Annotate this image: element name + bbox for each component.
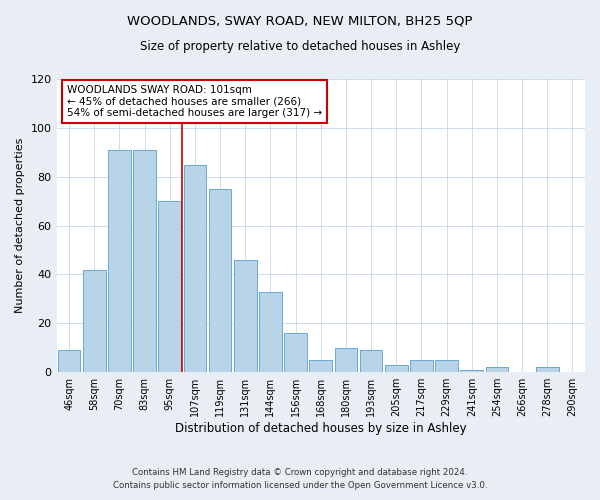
Bar bbox=[108, 150, 131, 372]
Text: Contains HM Land Registry data © Crown copyright and database right 2024.: Contains HM Land Registry data © Crown c… bbox=[132, 468, 468, 477]
Bar bbox=[360, 350, 382, 372]
Bar bbox=[310, 360, 332, 372]
Y-axis label: Number of detached properties: Number of detached properties bbox=[15, 138, 25, 314]
Bar bbox=[485, 368, 508, 372]
Text: WOODLANDS SWAY ROAD: 101sqm
← 45% of detached houses are smaller (266)
54% of se: WOODLANDS SWAY ROAD: 101sqm ← 45% of det… bbox=[67, 85, 322, 118]
Bar bbox=[184, 164, 206, 372]
X-axis label: Distribution of detached houses by size in Ashley: Distribution of detached houses by size … bbox=[175, 422, 467, 435]
Bar bbox=[58, 350, 80, 372]
Bar bbox=[284, 333, 307, 372]
Bar bbox=[158, 201, 181, 372]
Bar bbox=[234, 260, 257, 372]
Bar bbox=[83, 270, 106, 372]
Bar bbox=[133, 150, 156, 372]
Bar bbox=[410, 360, 433, 372]
Bar bbox=[536, 368, 559, 372]
Bar bbox=[385, 365, 407, 372]
Text: WOODLANDS, SWAY ROAD, NEW MILTON, BH25 5QP: WOODLANDS, SWAY ROAD, NEW MILTON, BH25 5… bbox=[127, 15, 473, 28]
Bar bbox=[209, 189, 232, 372]
Text: Size of property relative to detached houses in Ashley: Size of property relative to detached ho… bbox=[140, 40, 460, 53]
Text: Contains public sector information licensed under the Open Government Licence v3: Contains public sector information licen… bbox=[113, 482, 487, 490]
Bar bbox=[335, 348, 357, 372]
Bar bbox=[435, 360, 458, 372]
Bar bbox=[259, 292, 282, 372]
Bar bbox=[460, 370, 483, 372]
